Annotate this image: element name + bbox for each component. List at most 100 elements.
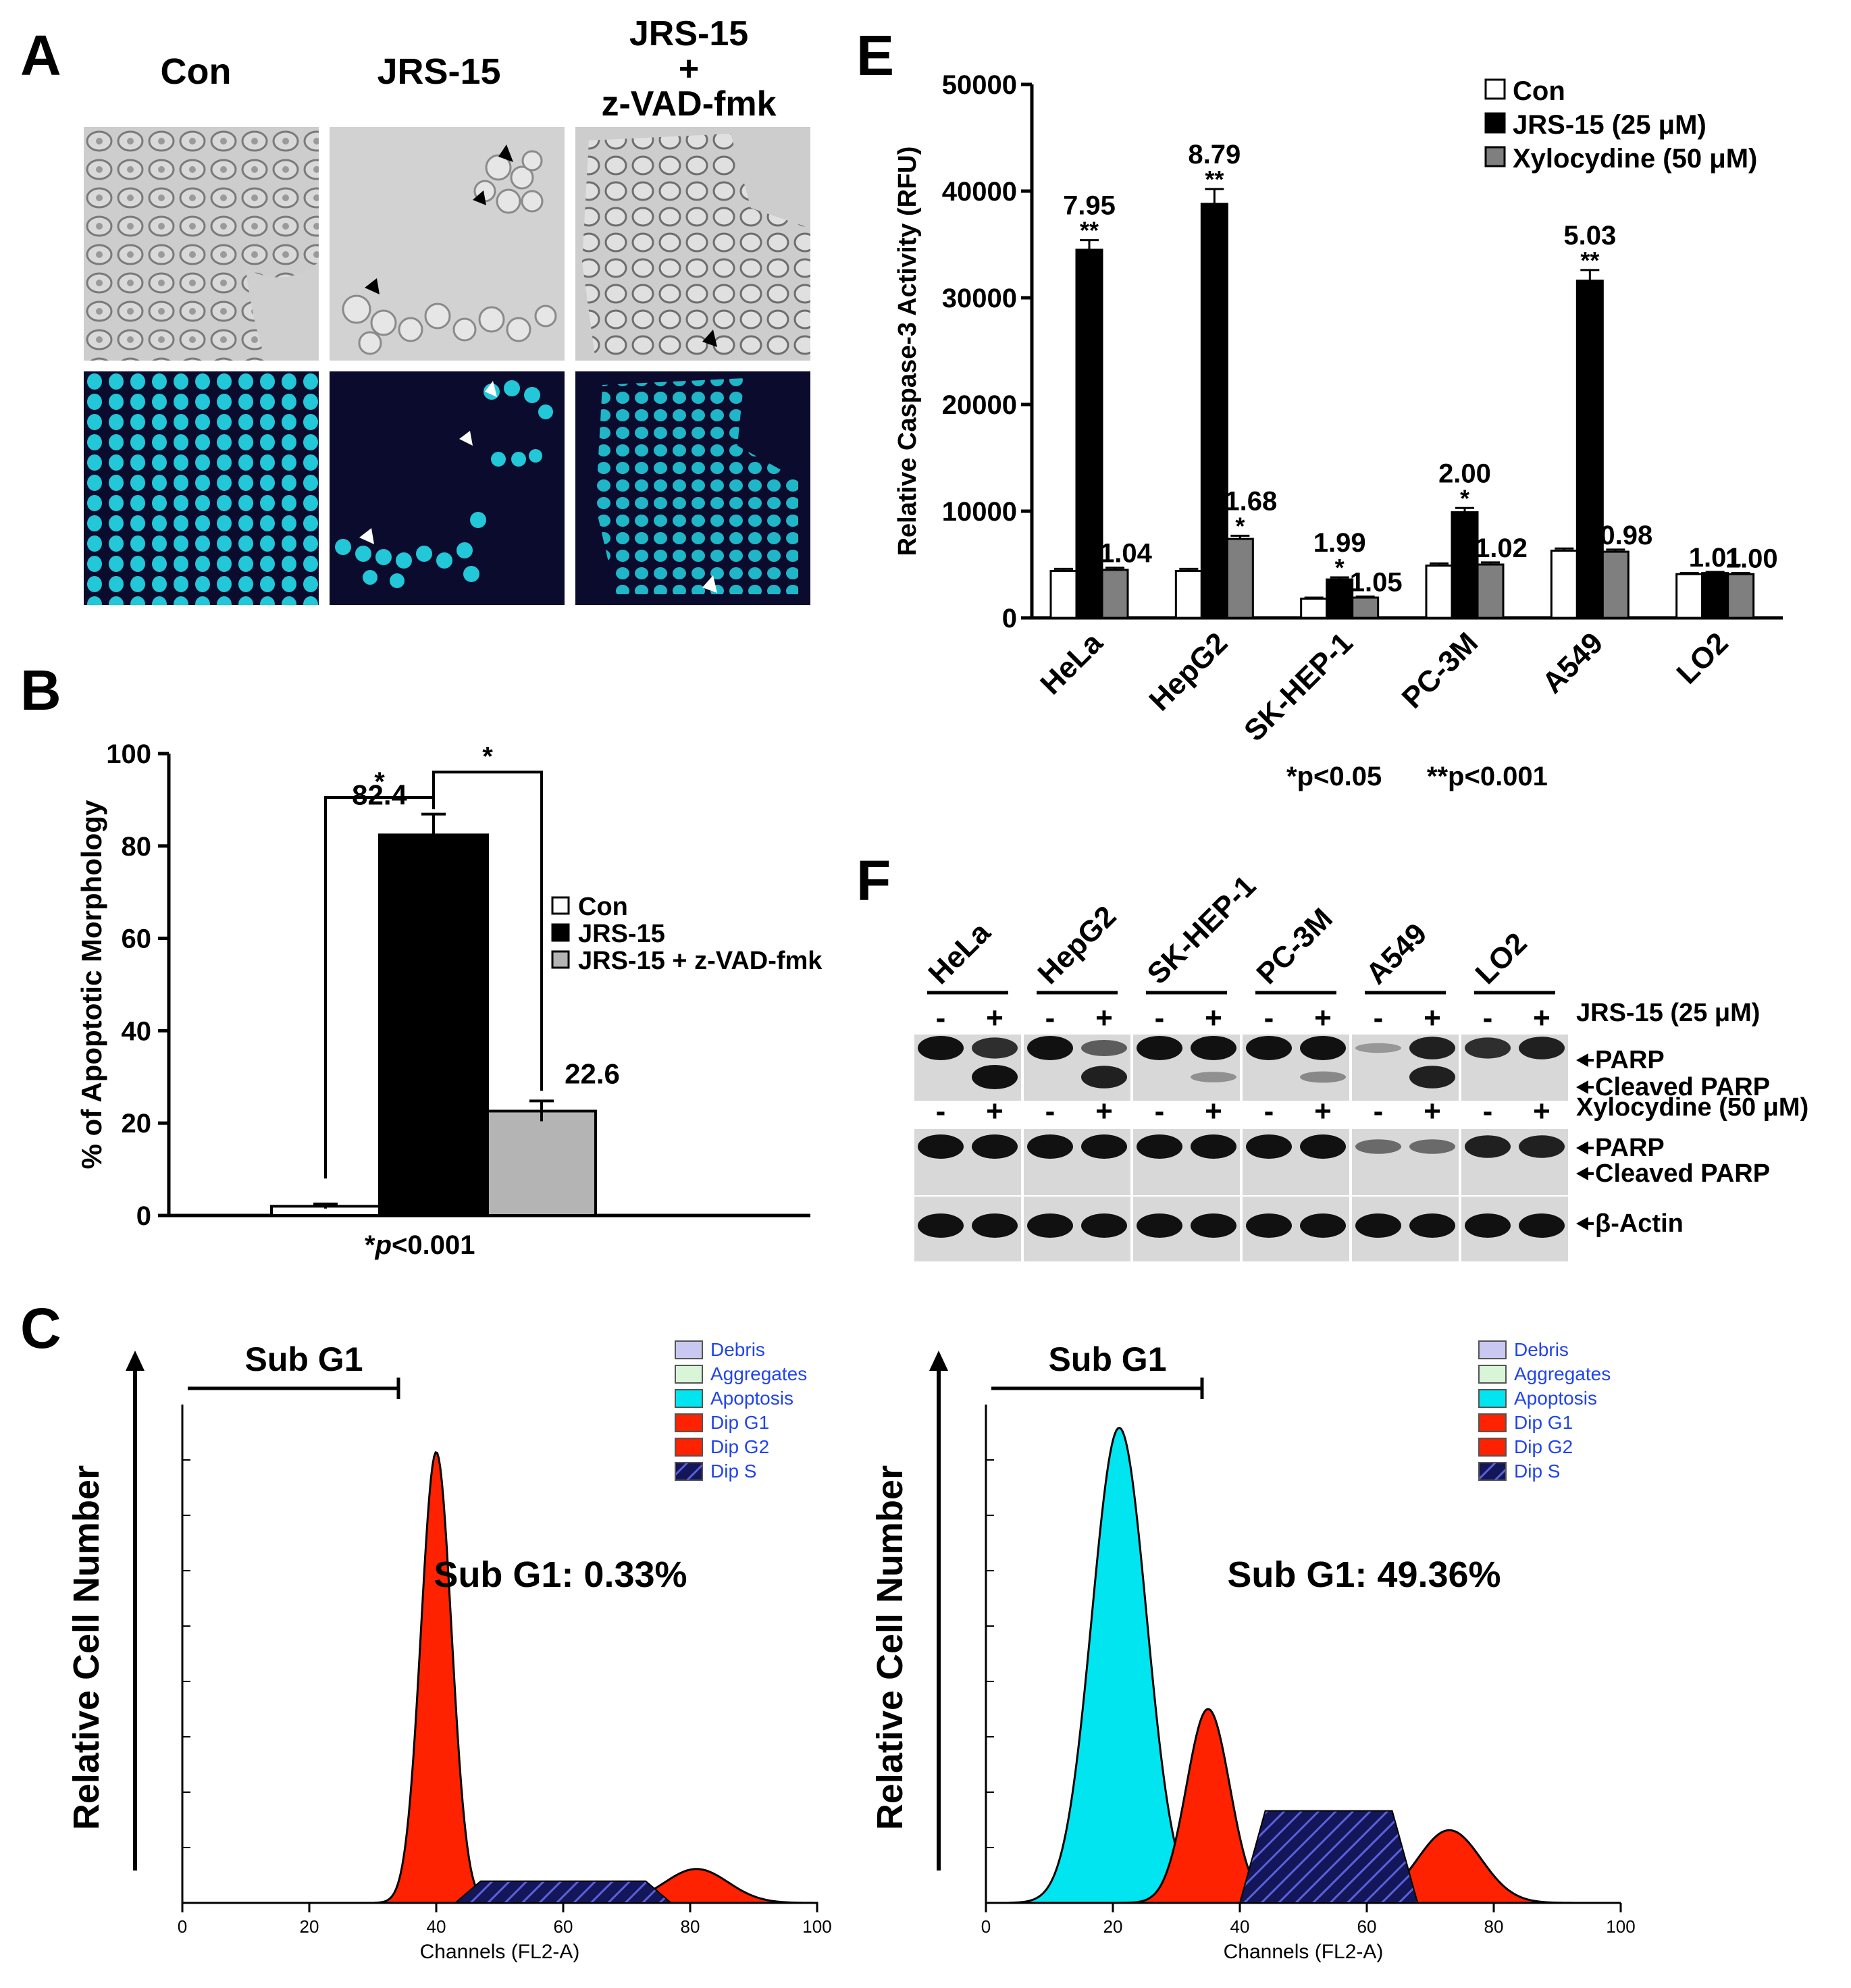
legend-label: Apoptosis bbox=[1514, 1388, 1597, 1409]
panel-label-b: B bbox=[20, 658, 61, 722]
cell-texture-con bbox=[84, 127, 319, 361]
fluorescence-image-jrs15 bbox=[330, 371, 565, 605]
chart-e-footnote: *p<0.05 **p<0.001 bbox=[1286, 762, 1548, 791]
legend-label: Dip S bbox=[1514, 1461, 1560, 1482]
y-tick-label: 60 bbox=[122, 924, 152, 954]
y-tick-label: 20 bbox=[122, 1109, 152, 1139]
x-tick-label: 100 bbox=[802, 1916, 831, 1937]
plus-sign: + bbox=[1095, 1001, 1113, 1035]
bar bbox=[1226, 538, 1254, 619]
x-tick-label: SK-HEP-1 bbox=[1238, 626, 1359, 748]
minus-sign: - bbox=[1264, 1095, 1274, 1128]
y-axis-title: % of Apoptotic Morphology bbox=[76, 800, 107, 1169]
blot-band bbox=[1191, 1072, 1236, 1082]
blot-band bbox=[1519, 1037, 1565, 1060]
blot-band bbox=[1246, 1036, 1292, 1060]
x-tick-label: 0 bbox=[178, 1916, 187, 1937]
legend-label: Con bbox=[1513, 76, 1565, 106]
blot-band bbox=[1191, 1213, 1236, 1238]
x-tick-label: 60 bbox=[554, 1916, 573, 1937]
x-tick-label: 60 bbox=[1357, 1916, 1377, 1937]
sub-g1-title: Sub G1 bbox=[244, 1340, 363, 1378]
arrow-head-icon bbox=[126, 1351, 145, 1371]
x-tick-label: 0 bbox=[981, 1916, 991, 1937]
bar bbox=[1075, 248, 1103, 619]
bar bbox=[1326, 578, 1354, 619]
lane-label: A549 bbox=[1359, 917, 1433, 991]
bar bbox=[1575, 280, 1604, 619]
bar-value-label: 1.99 bbox=[1313, 528, 1366, 558]
bar-value-label: 22.6 bbox=[565, 1057, 620, 1089]
legend-swatch bbox=[1484, 112, 1506, 134]
blot-band bbox=[1300, 1134, 1346, 1159]
x-tick-label: A549 bbox=[1536, 626, 1609, 700]
peak-dip-g1 bbox=[374, 1450, 498, 1904]
blot-band bbox=[1300, 1071, 1346, 1083]
minus-sign: - bbox=[1264, 1001, 1274, 1035]
y-tick-label: 40000 bbox=[942, 177, 1017, 207]
blot-band bbox=[918, 1213, 964, 1238]
blot-band bbox=[1191, 1036, 1236, 1060]
histogram-c-plot: Relative Cell Number Sub G1 0 20 40 60 80 100 Ch… bbox=[66, 1339, 1636, 1963]
minus-sign: - bbox=[1374, 1095, 1384, 1128]
sub-g1-title: Sub G1 bbox=[1048, 1340, 1166, 1378]
legend-swatch bbox=[551, 923, 570, 942]
panel-label-c: C bbox=[20, 1297, 61, 1360]
legend-swatch bbox=[675, 1438, 703, 1457]
peak-dip-s bbox=[1239, 1810, 1419, 1904]
arrow-head-icon bbox=[929, 1351, 948, 1371]
band-label-cleaved-parp: Cleaved PARP bbox=[1595, 1159, 1770, 1188]
col-header-jrs15: JRS-15 bbox=[377, 51, 501, 92]
legend-label: Dip G1 bbox=[710, 1412, 769, 1433]
nuclei-con bbox=[84, 371, 319, 605]
band-arrow-icon bbox=[1576, 1217, 1588, 1230]
minus-sign: - bbox=[1045, 1095, 1055, 1128]
bar-value-label: 5.03 bbox=[1563, 221, 1616, 251]
lane-label: HepG2 bbox=[1031, 899, 1122, 991]
band-arrow-icon bbox=[1576, 1167, 1588, 1180]
bar-value-label: 2.00 bbox=[1438, 459, 1491, 488]
sig-star: * bbox=[374, 767, 385, 797]
legend-swatch bbox=[1478, 1389, 1507, 1408]
y-tick-label: 10000 bbox=[942, 497, 1017, 527]
blot-band bbox=[1355, 1043, 1401, 1053]
western-blot-plot: HeLa- +- +HepG2- +- +SK-HEP-1- +- +PC-3M- +- +A5… bbox=[914, 869, 1808, 1261]
legend-label: Dip S bbox=[710, 1461, 756, 1482]
blot-band bbox=[1027, 1213, 1073, 1238]
bar-value-label: 1.02 bbox=[1475, 533, 1528, 563]
legend-swatch bbox=[675, 1413, 703, 1432]
lane-label: PC-3M bbox=[1250, 902, 1338, 991]
col-header-con: Con bbox=[160, 51, 232, 92]
x-axis-title: Channels (FL2-A) bbox=[420, 1941, 580, 1963]
bar bbox=[1701, 572, 1729, 619]
blot-band bbox=[918, 1134, 964, 1159]
blot-band bbox=[1300, 1036, 1346, 1060]
sig-star: * bbox=[1335, 554, 1345, 581]
bar bbox=[1550, 549, 1578, 619]
panel-label-e: E bbox=[856, 24, 895, 87]
legend-swatch bbox=[675, 1340, 703, 1359]
bar-value-label: 8.79 bbox=[1188, 140, 1241, 169]
sig-star: * bbox=[1460, 484, 1469, 512]
sub-g1-stat: Sub G1: 0.33% bbox=[434, 1554, 687, 1595]
bar-value-label: 1.05 bbox=[1350, 567, 1403, 597]
bar bbox=[1351, 596, 1380, 619]
blot-band bbox=[1081, 1134, 1127, 1159]
legend-label: Aggregates bbox=[1514, 1363, 1611, 1384]
chart-e: 0 10000 20000 30000 40000 50000 Relative Caspa… bbox=[893, 70, 1783, 748]
legend-swatch bbox=[1484, 78, 1506, 100]
panel-label-f: F bbox=[856, 849, 891, 912]
col-header-jrs15-zvad: JRS-15 + z-VAD-fmk bbox=[601, 14, 777, 124]
nuclei-zvad bbox=[596, 378, 798, 594]
chart-b-plot: 0 20 40 60 80 100 % of Apoptotic Morphology 82.… bbox=[76, 739, 823, 1231]
y-tick-label: 0 bbox=[1002, 604, 1017, 633]
blot-band bbox=[1465, 1037, 1511, 1059]
band-arrow-icon bbox=[1576, 1053, 1588, 1067]
y-tick-label: 100 bbox=[106, 739, 151, 769]
chart-b-footnote-star: * bbox=[365, 1230, 375, 1260]
bar-value-label: 1.01 bbox=[1689, 543, 1742, 573]
bar-value-label: 7.95 bbox=[1063, 191, 1116, 221]
x-tick-label: 40 bbox=[1230, 1916, 1250, 1937]
legend-label: Debris bbox=[710, 1339, 765, 1360]
y-tick-label: 50000 bbox=[942, 70, 1017, 100]
